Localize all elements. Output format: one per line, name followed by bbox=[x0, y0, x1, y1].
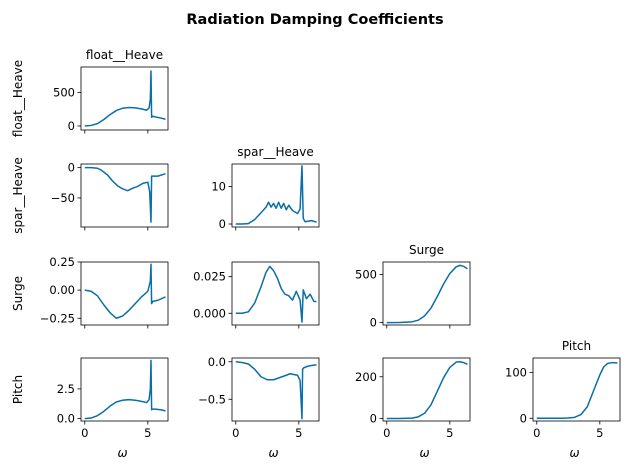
y-tick-label: 0.25 bbox=[49, 255, 75, 269]
subplot-3-2: 0 5 0 200 ω bbox=[355, 357, 471, 460]
y-tick-label: 0.000 bbox=[193, 306, 226, 320]
axes-frame bbox=[532, 357, 621, 422]
y-tick-label: 0.0 bbox=[208, 355, 226, 369]
series-line bbox=[84, 359, 166, 420]
y-tick-label: 0 bbox=[370, 411, 377, 425]
y-tick-label: 10 bbox=[211, 180, 226, 194]
x-tick-label: 0 bbox=[533, 426, 540, 440]
subplot-2-1: 0.025 0.000 bbox=[193, 261, 320, 329]
y-axis-label: Pitch bbox=[11, 375, 25, 404]
x-tick-label: 5 bbox=[446, 426, 453, 440]
y-tick-label: 0 bbox=[68, 119, 75, 133]
subplot-2-2: 0 500 Surge bbox=[355, 243, 471, 330]
subplot-title: Pitch bbox=[562, 339, 591, 353]
x-tick-label: 0 bbox=[81, 426, 88, 440]
x-axis-label: ω bbox=[569, 446, 579, 460]
y-tick-label: 0 bbox=[370, 316, 377, 330]
y-tick-label: 0 bbox=[520, 411, 527, 425]
x-axis-label: ω bbox=[268, 446, 278, 460]
subplot-title: float__Heave bbox=[86, 48, 163, 62]
x-axis-label: ω bbox=[117, 446, 127, 460]
subplot-title: Surge bbox=[409, 243, 444, 257]
y-tick-label: 100 bbox=[505, 366, 527, 380]
x-tick-label: 5 bbox=[144, 426, 151, 440]
axes-frame bbox=[80, 357, 169, 422]
axes-frame bbox=[80, 261, 169, 326]
axes-frame bbox=[231, 357, 320, 422]
series-line bbox=[84, 263, 166, 319]
y-axis-label: float__Heave bbox=[11, 60, 25, 137]
subplot-title: spar__Heave bbox=[237, 145, 313, 159]
axes-frame bbox=[382, 261, 471, 326]
axes-frame bbox=[231, 163, 320, 228]
y-tick-label: 200 bbox=[355, 370, 377, 384]
axes-frame bbox=[382, 357, 471, 422]
subplot-3-0: 0 5 0.0 2.5 Pitch ω bbox=[11, 357, 169, 460]
y-tick-label: 2.5 bbox=[57, 382, 75, 396]
x-tick-label: 5 bbox=[596, 426, 603, 440]
y-tick-label: −0.25 bbox=[40, 311, 75, 325]
series-line bbox=[235, 165, 317, 225]
y-tick-label: 500 bbox=[355, 268, 377, 282]
series-line bbox=[386, 264, 468, 324]
y-tick-label: 0 bbox=[219, 217, 226, 231]
y-tick-label: 0.0 bbox=[57, 412, 75, 426]
subplot-grid: 0500float__Heavefloat__Heave0−50spar__He… bbox=[11, 48, 621, 460]
subplot-1-1: 0 10 spar__Heave bbox=[211, 145, 320, 231]
y-tick-label: 0.025 bbox=[193, 270, 226, 284]
subplot-1-0: 0 −50 spar__Heave bbox=[11, 157, 169, 234]
series-line bbox=[235, 265, 317, 323]
y-tick-label: 0.00 bbox=[49, 283, 75, 297]
series-line bbox=[386, 361, 468, 420]
x-tick-label: 0 bbox=[383, 426, 390, 440]
series-line bbox=[235, 361, 317, 420]
subplot-2-0: 0.25 0.00 −0.25 Surge bbox=[11, 255, 169, 329]
y-tick-label: −0.5 bbox=[198, 392, 226, 406]
axes-frame bbox=[231, 261, 320, 326]
y-axis-label: spar__Heave bbox=[11, 157, 25, 233]
x-axis-label: ω bbox=[419, 446, 429, 460]
series-line bbox=[536, 361, 618, 420]
y-tick-label: 0 bbox=[68, 161, 75, 175]
y-axis-label: Surge bbox=[11, 276, 25, 311]
y-tick-label: 500 bbox=[53, 85, 75, 99]
axes-frame bbox=[80, 66, 169, 131]
y-tick-label: −50 bbox=[51, 191, 75, 205]
x-tick-label: 5 bbox=[295, 426, 302, 440]
axes-frame bbox=[80, 163, 169, 228]
subplot-3-1: 0 5 0.0 −0.5 ω bbox=[198, 355, 320, 460]
series-line bbox=[84, 166, 166, 223]
x-tick-label: 0 bbox=[232, 426, 239, 440]
figure-title: Radiation Damping Coefficients bbox=[186, 12, 443, 28]
series-line bbox=[84, 70, 166, 127]
subplot-0-0: 0 500 float__Heave float__Heave bbox=[11, 48, 169, 137]
